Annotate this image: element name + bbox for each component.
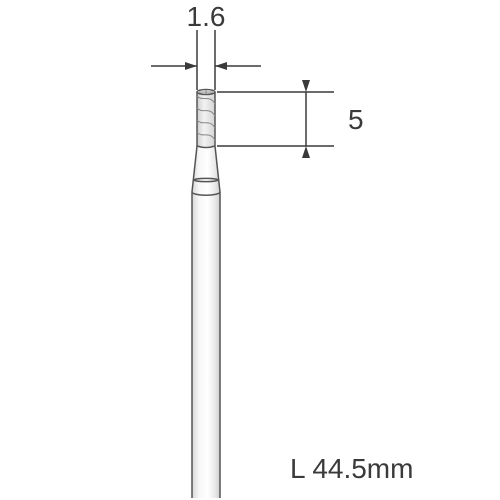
tip-length-label: 5	[348, 104, 364, 135]
dimension-tip-diameter: 1.6	[151, 1, 261, 90]
tip-diameter-label: 1.6	[187, 1, 226, 32]
technical-drawing: 1.6 5 L 44.5mm	[0, 0, 500, 500]
dimension-tip-length: 5	[217, 80, 364, 158]
tool-body	[192, 90, 220, 499]
overall-length-label: L 44.5mm	[290, 453, 413, 484]
